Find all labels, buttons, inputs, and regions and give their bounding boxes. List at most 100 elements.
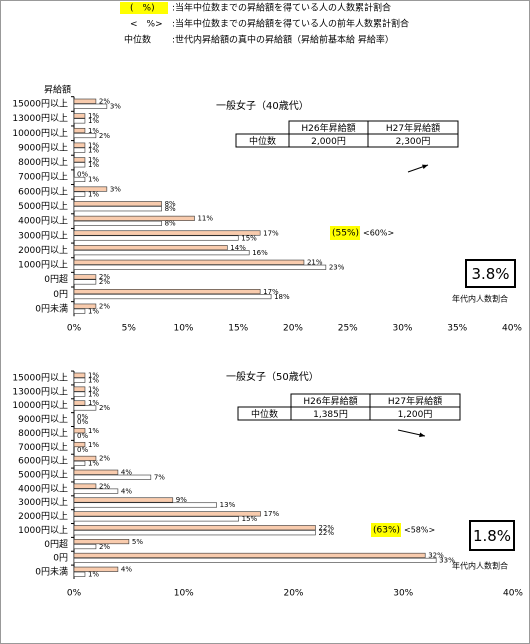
table-value: 2,000円: [311, 136, 346, 147]
y-tick-label: 15000円以上: [12, 373, 68, 384]
share-label: 年代内人数割合: [452, 294, 508, 304]
value-label: 14%: [230, 244, 246, 252]
arrow-head: [419, 432, 425, 438]
value-label: 23%: [329, 264, 345, 272]
share-box: [469, 520, 515, 551]
annotation-current: (63%): [373, 526, 400, 536]
bar: [73, 530, 316, 536]
bar: [73, 206, 162, 212]
value-label: 8%: [165, 220, 176, 228]
bar: [73, 474, 152, 480]
value-label: 3%: [110, 103, 121, 111]
bar: [73, 441, 86, 448]
value-label: 8%: [165, 200, 176, 208]
y-tick-label: 5000円以上: [18, 201, 68, 212]
annotation-highlight: [371, 523, 401, 537]
bar: [73, 460, 86, 466]
table-header: H26年昇給額: [301, 122, 355, 134]
value-label: 1%: [88, 372, 99, 380]
bar: [73, 264, 327, 270]
value-label: 9%: [176, 496, 187, 504]
share-label: 年代内人数割合: [452, 561, 508, 571]
bar: [73, 259, 305, 265]
y-tick-label: 9000円以上: [18, 142, 68, 153]
value-label: 17%: [263, 288, 279, 296]
x-tick-label: 30%: [392, 324, 412, 334]
bar: [73, 147, 86, 153]
value-label: 1%: [88, 460, 99, 468]
y-tick-label: 1000円以上: [18, 260, 68, 271]
y-tick-label: 8000円以上: [18, 428, 68, 439]
table-value: 1,200円: [398, 409, 433, 420]
bar: [73, 511, 261, 517]
y-tick-label: 0円: [53, 553, 68, 564]
bar: [73, 483, 97, 489]
bar: [73, 455, 97, 461]
y-tick-label: 15000円以上: [12, 99, 68, 110]
bar: [73, 201, 162, 207]
value-label: 2%: [99, 543, 110, 551]
y-tick-label: 6000円以上: [18, 456, 68, 467]
y-tick-label: 3000円以上: [18, 497, 68, 508]
value-label: 2%: [99, 273, 110, 281]
value-label: 4%: [121, 487, 132, 495]
bar: [73, 308, 86, 314]
table-header: H27年昇給額: [388, 395, 442, 407]
header-text: :当年中位数までの昇給額を得ている人の人数累計割合: [172, 2, 391, 14]
table-value: 中位数: [251, 408, 278, 420]
share-value: 1.8%: [473, 527, 511, 545]
annotation-previous: <58%>: [404, 526, 435, 535]
y-tick-label: 1000円以上: [18, 525, 68, 536]
bar: [73, 469, 119, 475]
value-label: 1%: [88, 399, 99, 407]
value-label: 8%: [165, 205, 176, 213]
header-key: ( %): [130, 4, 155, 14]
value-label: 0%: [77, 432, 88, 440]
y-tick-label: 2000円以上: [18, 245, 68, 256]
table-value: 中位数: [249, 135, 276, 147]
y-tick-label: 8000円以上: [18, 157, 68, 168]
value-label: 2%: [99, 302, 110, 310]
x-tick-label: 40%: [502, 324, 522, 334]
y-tick-label: 0円未満: [35, 566, 68, 578]
value-label: 13%: [220, 501, 236, 509]
value-label: 1%: [88, 190, 99, 198]
share-box: [465, 259, 516, 288]
bar: [73, 566, 119, 572]
x-tick-label: 35%: [447, 324, 467, 334]
y-tick-label: 5000円以上: [18, 470, 68, 481]
value-label: 3%: [110, 185, 121, 193]
value-label: 1%: [88, 385, 99, 393]
table-cell: [367, 133, 459, 148]
y-tick-label: 0円: [53, 289, 68, 300]
bar: [73, 571, 86, 577]
value-label: 1%: [88, 127, 99, 135]
value-label: 21%: [307, 259, 323, 267]
key-highlight: [120, 2, 168, 14]
y-tick-label: 10000円以上: [12, 400, 68, 411]
table-cell: [369, 406, 461, 421]
y-tick-label: 2000円以上: [18, 511, 68, 522]
value-label: 0%: [77, 171, 88, 179]
value-label: 18%: [274, 293, 290, 301]
value-label: 32%: [428, 552, 444, 560]
bar: [73, 245, 228, 251]
x-tick-label: 20%: [283, 589, 303, 599]
x-tick-label: 5%: [122, 324, 137, 334]
x-tick-label: 20%: [283, 324, 303, 334]
value-label: 15%: [241, 234, 257, 242]
bar: [73, 118, 86, 124]
value-label: 1%: [88, 161, 99, 169]
x-tick-label: 10%: [173, 324, 193, 334]
bar: [73, 132, 97, 139]
value-label: 1%: [88, 427, 99, 435]
bar: [73, 552, 426, 558]
value-label: 1%: [88, 117, 99, 125]
x-tick-label: 30%: [393, 589, 413, 599]
bar: [73, 215, 195, 221]
header-key: 中位数: [124, 34, 151, 46]
y-tick-label: 7000円以上: [18, 442, 68, 453]
y-tick-label: 9000円以上: [18, 414, 68, 425]
value-label: 0%: [77, 418, 88, 426]
share-value: 3.8%: [471, 265, 509, 283]
